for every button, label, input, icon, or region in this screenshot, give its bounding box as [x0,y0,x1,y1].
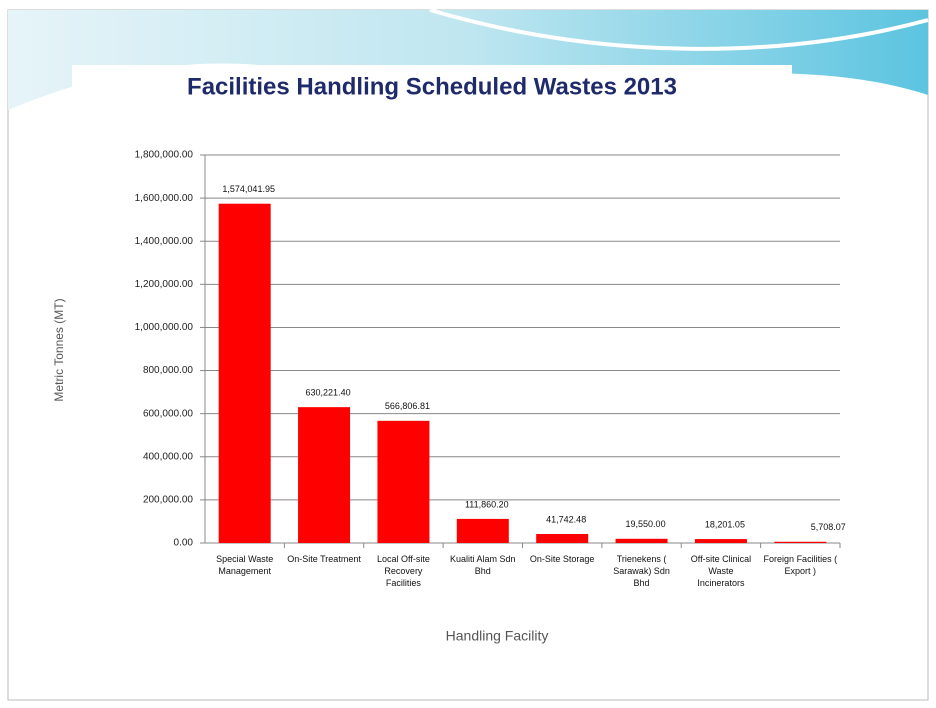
bar [694,539,747,543]
y-tick-label: 1,200,000.00 [135,279,194,290]
x-tick-label: Local Off-site Recovery Facilities [377,554,430,588]
x-tick-label: On-Site Storage [529,554,595,564]
title-box [72,65,792,110]
y-tick-label: 200,000.00 [143,495,193,506]
y-tick-label: 1,000,000.00 [135,322,194,333]
x-tick-label: Kualiti Alam Sdn Bhd [450,554,516,576]
y-axis-label: Metric Tonnes (MT) [52,298,66,401]
x-tick-label: Trienekens ( Sarawak) Sdn Bhd [613,554,670,588]
y-tick-label: 0.00 [174,538,194,549]
y-tick-label: 400,000.00 [143,451,193,462]
slide-wave-line [429,8,929,51]
bar [456,518,509,543]
bar [536,534,589,543]
value-label: 1,574,041.95 [222,184,275,194]
x-tick-label: Foreign Facilities ( Export ) [763,554,838,576]
x-tick-label: Special Waste Management [216,554,274,576]
bar [774,541,827,543]
bar [218,203,271,543]
chart-title: Facilities Handling Scheduled Wastes 201… [187,73,677,100]
x-tick-label: Off-site Clinical Waste Incinerators [690,554,752,588]
x-tick-label: On-Site Treatment [287,554,361,564]
x-axis-label: Handling Facility [446,628,549,644]
value-label: 19,550.00 [626,519,666,529]
y-tick-label: 1,600,000.00 [135,193,194,204]
value-label: 111,860.20 [465,499,509,509]
slide-wave [8,10,928,110]
slide-frame [7,9,929,701]
y-tick-label: 1,800,000.00 [135,150,194,161]
bar [298,407,351,543]
y-tick-label: 600,000.00 [143,408,193,419]
value-label: 18,201.05 [705,519,745,529]
bar [377,420,430,543]
value-label: 5,708.07 [811,522,846,532]
bar [615,538,668,543]
value-label: 41,742.48 [546,514,586,524]
value-label: 630,221.40 [306,388,351,398]
y-tick-label: 1,400,000.00 [135,236,194,247]
y-tick-label: 800,000.00 [143,365,193,376]
value-label: 566,806.81 [385,401,430,411]
